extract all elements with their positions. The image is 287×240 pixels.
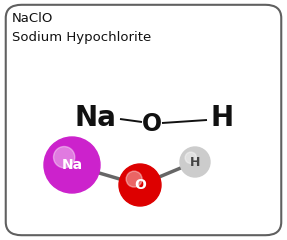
Text: O: O xyxy=(142,112,162,136)
Text: O: O xyxy=(134,178,146,192)
Text: Na: Na xyxy=(61,158,83,172)
Circle shape xyxy=(126,171,142,187)
Text: NaClO: NaClO xyxy=(12,12,53,24)
Circle shape xyxy=(119,164,161,206)
FancyBboxPatch shape xyxy=(6,5,281,235)
Text: H: H xyxy=(190,156,200,168)
Circle shape xyxy=(185,152,197,163)
Circle shape xyxy=(44,137,100,193)
Text: Na: Na xyxy=(74,104,116,132)
Text: Sodium Hypochlorite: Sodium Hypochlorite xyxy=(12,31,151,44)
Text: H: H xyxy=(210,104,234,132)
Circle shape xyxy=(53,146,75,168)
Circle shape xyxy=(180,147,210,177)
